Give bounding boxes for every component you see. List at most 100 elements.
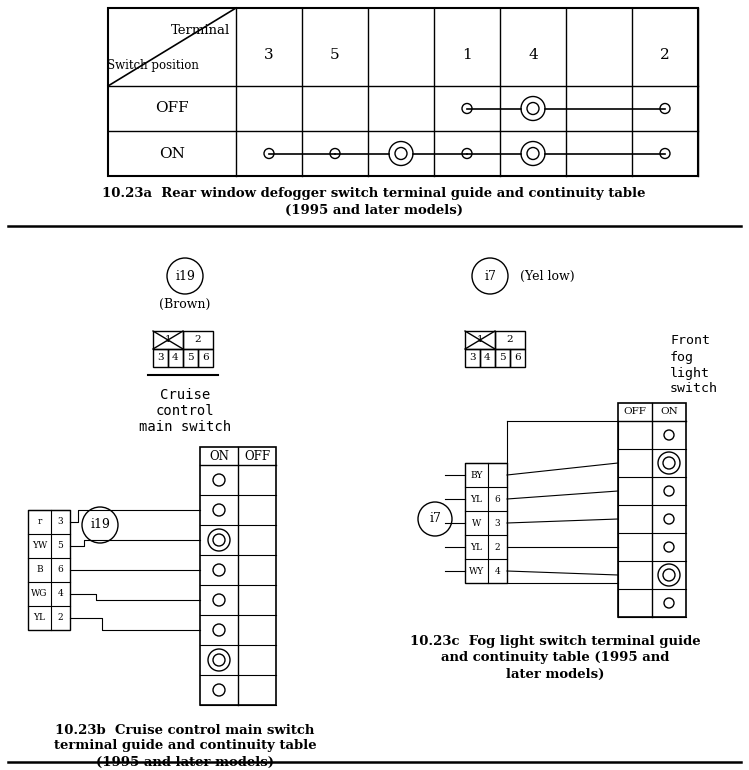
Bar (465, 463, 507, 583)
Text: main switch: main switch (139, 420, 231, 434)
Circle shape (658, 452, 680, 474)
Circle shape (664, 514, 674, 524)
Text: 6: 6 (202, 353, 209, 363)
Circle shape (208, 529, 230, 551)
Text: 5: 5 (58, 541, 63, 551)
Text: 10.23c  Fog light switch terminal guide: 10.23c Fog light switch terminal guide (410, 635, 700, 648)
Text: 3: 3 (157, 353, 164, 363)
Circle shape (664, 486, 674, 496)
Text: 4: 4 (172, 353, 179, 363)
Text: 1: 1 (462, 48, 472, 62)
Bar (153, 349, 168, 367)
Text: 3: 3 (469, 353, 476, 363)
Text: 4: 4 (58, 590, 63, 598)
Text: (Yel low): (Yel low) (520, 270, 574, 283)
Text: fog: fog (670, 350, 694, 363)
Circle shape (521, 96, 545, 120)
Circle shape (663, 569, 675, 581)
Circle shape (472, 258, 508, 294)
Bar (510, 349, 525, 367)
Text: 5: 5 (499, 353, 506, 363)
Circle shape (330, 149, 340, 159)
Circle shape (264, 149, 274, 159)
Circle shape (664, 542, 674, 552)
Text: 1: 1 (165, 336, 172, 344)
Text: 2: 2 (494, 543, 500, 551)
Circle shape (213, 684, 225, 696)
Bar (183, 349, 198, 367)
Circle shape (660, 103, 670, 113)
Text: 1: 1 (476, 336, 483, 344)
Text: and continuity table (1995 and: and continuity table (1995 and (441, 651, 669, 665)
Text: 2: 2 (195, 336, 201, 344)
Text: 6: 6 (494, 494, 500, 504)
Text: W: W (472, 518, 481, 527)
Bar (618, 403, 686, 617)
Circle shape (213, 594, 225, 606)
Text: i7: i7 (484, 270, 496, 283)
Text: 4: 4 (528, 48, 538, 62)
Text: YL: YL (34, 614, 46, 622)
Circle shape (660, 149, 670, 159)
Circle shape (527, 102, 539, 115)
Circle shape (82, 507, 118, 543)
Text: i19: i19 (90, 518, 110, 531)
Text: 5: 5 (330, 48, 340, 62)
Circle shape (521, 142, 545, 166)
Text: 4: 4 (484, 353, 491, 363)
Circle shape (663, 457, 675, 469)
Text: control: control (156, 404, 214, 418)
Bar (495, 331, 525, 349)
Circle shape (658, 564, 680, 586)
Text: YL: YL (470, 543, 482, 551)
Text: Terminal: Terminal (171, 24, 230, 36)
Text: Switch position: Switch position (107, 59, 198, 72)
Text: 4: 4 (494, 567, 500, 575)
Text: WY: WY (469, 567, 484, 575)
Circle shape (167, 258, 203, 294)
Text: OFF: OFF (244, 450, 270, 463)
Bar (495, 349, 510, 367)
Text: ON: ON (660, 407, 678, 417)
Text: 3: 3 (58, 517, 63, 527)
Bar (465, 349, 480, 367)
Circle shape (389, 142, 413, 166)
Circle shape (213, 564, 225, 576)
Bar (28, 510, 70, 630)
Bar (153, 331, 183, 349)
Bar (465, 331, 495, 349)
Text: i19: i19 (175, 270, 195, 283)
Text: (1995 and later models): (1995 and later models) (285, 203, 463, 216)
Text: YL: YL (470, 494, 482, 504)
Bar (108, 8, 698, 176)
Circle shape (213, 474, 225, 486)
Bar (200, 447, 276, 705)
Text: 3: 3 (264, 48, 274, 62)
Text: switch: switch (670, 383, 718, 396)
Text: Cruise: Cruise (160, 388, 210, 402)
Circle shape (208, 649, 230, 671)
Text: 2: 2 (58, 614, 63, 622)
Text: ON: ON (209, 450, 229, 463)
Circle shape (527, 148, 539, 159)
Text: 6: 6 (514, 353, 521, 363)
Bar (198, 349, 213, 367)
Text: light: light (670, 367, 710, 380)
Bar (168, 349, 183, 367)
Text: r: r (37, 517, 41, 527)
Text: Front: Front (670, 334, 710, 347)
Text: i7: i7 (429, 513, 441, 525)
Text: 10.23b  Cruise control main switch: 10.23b Cruise control main switch (55, 724, 315, 736)
Text: 5: 5 (187, 353, 194, 363)
Circle shape (395, 148, 407, 159)
Text: OFF: OFF (624, 407, 646, 417)
Text: 3: 3 (494, 518, 500, 527)
Circle shape (462, 103, 472, 113)
Text: terminal guide and continuity table: terminal guide and continuity table (54, 739, 316, 752)
Circle shape (213, 624, 225, 636)
Circle shape (418, 502, 452, 536)
Text: WG: WG (31, 590, 48, 598)
Text: 6: 6 (58, 565, 63, 574)
Text: OFF: OFF (155, 102, 189, 115)
Circle shape (664, 598, 674, 608)
